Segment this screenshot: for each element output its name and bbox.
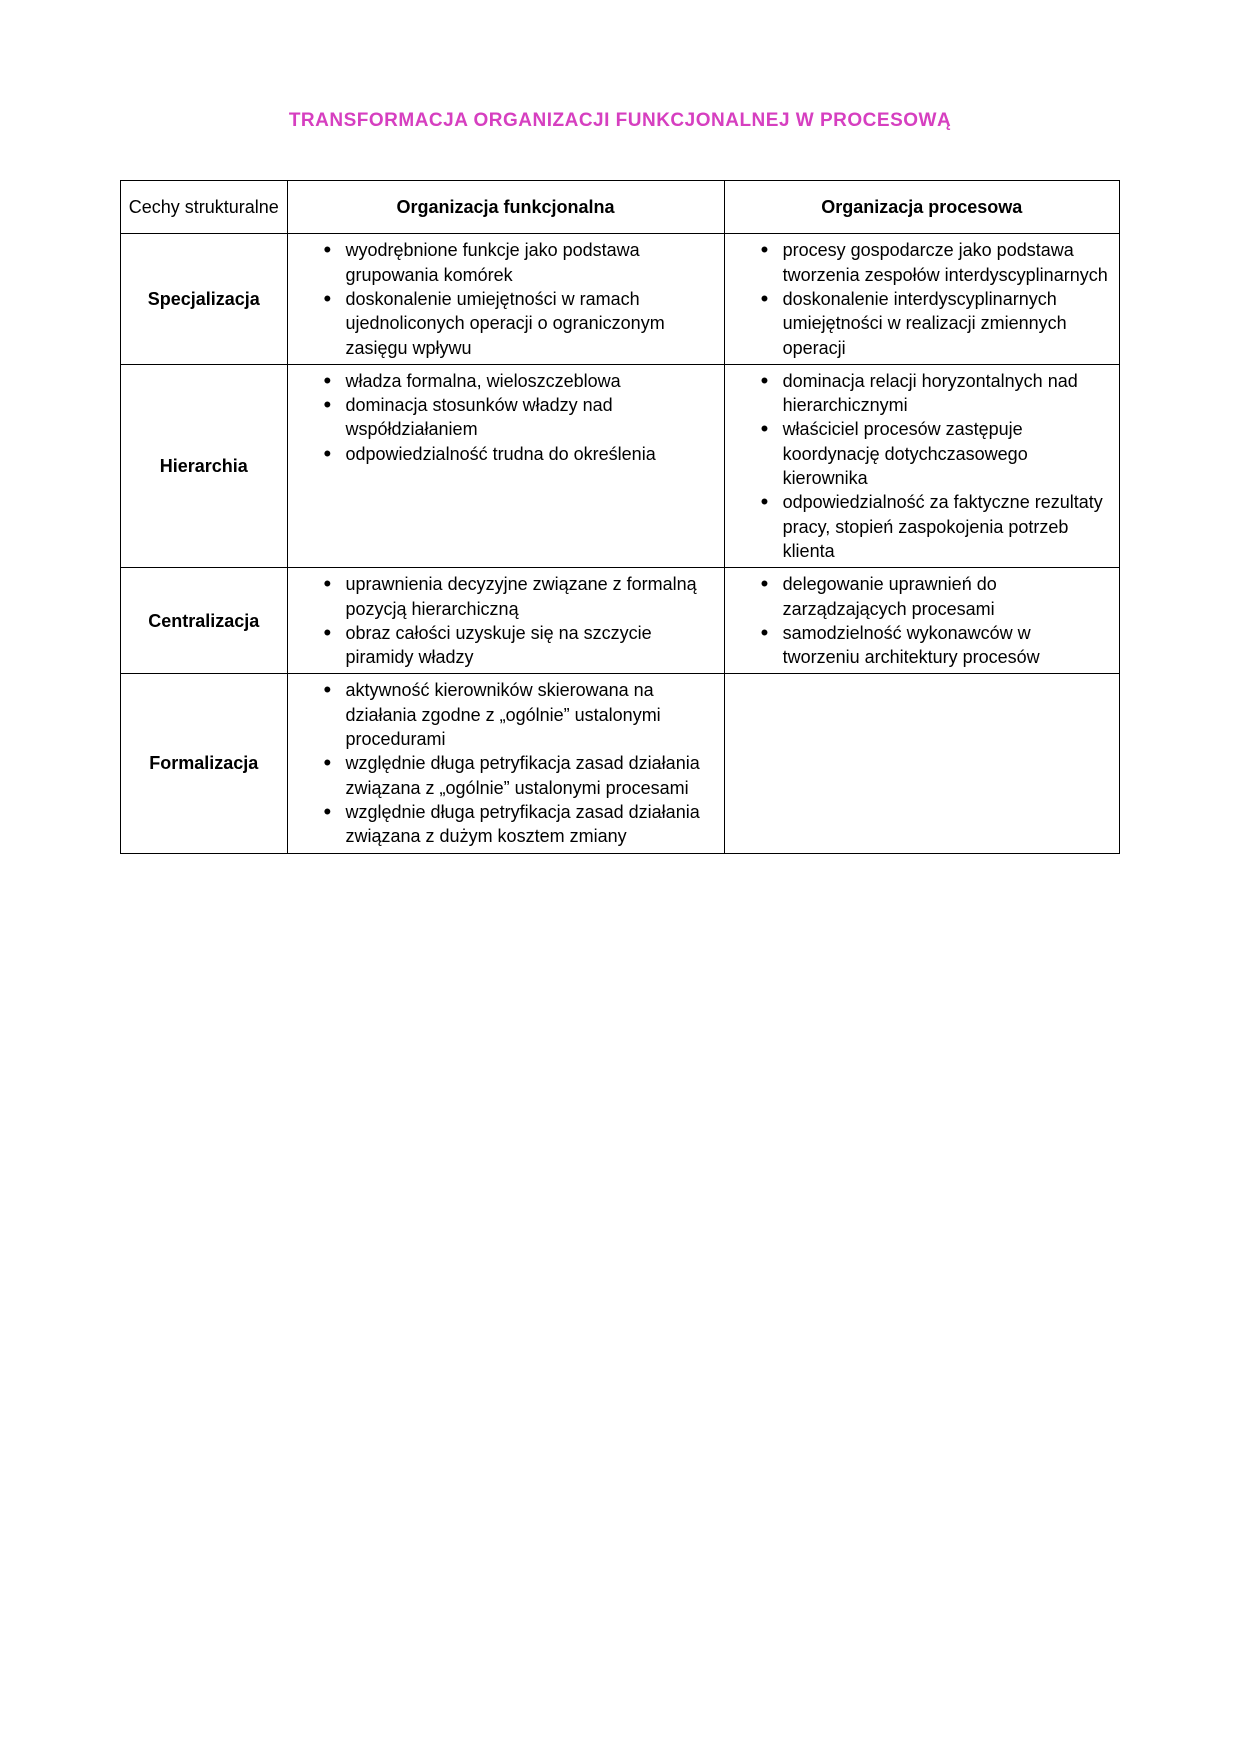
document-page: TRANSFORMACJA ORGANIZACJI FUNKCJONALNEJ … [0, 0, 1240, 854]
bullet-list: uprawnienia decyzyjne związane z formaln… [296, 572, 716, 669]
cell-process: procesy gospodarcze jako podstawa tworze… [724, 234, 1119, 364]
list-item: wyodrębnione funkcje jako podstawa grupo… [326, 238, 716, 287]
table-body: Specjalizacja wyodrębnione funkcje jako … [121, 234, 1120, 853]
bullet-list: władza formalna, wieloszczeblowa dominac… [296, 369, 716, 466]
column-header-functional: Organizacja funkcjonalna [287, 181, 724, 234]
document-title: TRANSFORMACJA ORGANIZACJI FUNKCJONALNEJ … [120, 110, 1120, 132]
table-header-row: Cechy strukturalne Organizacja funkcjona… [121, 181, 1120, 234]
cell-functional: uprawnienia decyzyjne związane z formaln… [287, 568, 724, 674]
column-header-process: Organizacja procesowa [724, 181, 1119, 234]
column-header-features: Cechy strukturalne [121, 181, 288, 234]
row-label: Hierarchia [121, 364, 288, 567]
comparison-table: Cechy strukturalne Organizacja funkcjona… [120, 180, 1120, 854]
cell-functional: władza formalna, wieloszczeblowa dominac… [287, 364, 724, 567]
list-item: procesy gospodarcze jako podstawa tworze… [763, 238, 1111, 287]
list-item: delegowanie uprawnień do zarządzających … [763, 572, 1111, 621]
cell-functional: wyodrębnione funkcje jako podstawa grupo… [287, 234, 724, 364]
list-item: doskonalenie interdyscyplinarnych umieję… [763, 287, 1111, 360]
list-item: odpowiedzialność trudna do określenia [326, 442, 716, 466]
list-item: dominacja stosunków władzy nad współdzia… [326, 393, 716, 442]
list-item: obraz całości uzyskuje się na szczycie p… [326, 621, 716, 670]
row-label: Formalizacja [121, 674, 288, 853]
list-item: odpowiedzialność za faktyczne rezultaty … [763, 490, 1111, 563]
list-item: aktywność kierowników skierowana na dzia… [326, 678, 716, 751]
row-label: Centralizacja [121, 568, 288, 674]
row-label: Specjalizacja [121, 234, 288, 364]
bullet-list: delegowanie uprawnień do zarządzających … [733, 572, 1111, 669]
cell-process: dominacja relacji horyzontalnych nad hie… [724, 364, 1119, 567]
list-item: właściciel procesów zastępuje koordynacj… [763, 417, 1111, 490]
bullet-list: wyodrębnione funkcje jako podstawa grupo… [296, 238, 716, 359]
table-row: Specjalizacja wyodrębnione funkcje jako … [121, 234, 1120, 364]
bullet-list: dominacja relacji horyzontalnych nad hie… [733, 369, 1111, 563]
cell-process [724, 674, 1119, 853]
table-row: Centralizacja uprawnienia decyzyjne zwią… [121, 568, 1120, 674]
list-item: doskonalenie umiejętności w ramach ujedn… [326, 287, 716, 360]
list-item: względnie długa petryfikacja zasad dział… [326, 800, 716, 849]
table-row: Hierarchia władza formalna, wieloszczebl… [121, 364, 1120, 567]
list-item: władza formalna, wieloszczeblowa [326, 369, 716, 393]
list-item: uprawnienia decyzyjne związane z formaln… [326, 572, 716, 621]
list-item: dominacja relacji horyzontalnych nad hie… [763, 369, 1111, 418]
bullet-list: aktywność kierowników skierowana na dzia… [296, 678, 716, 848]
list-item: samodzielność wykonawców w tworzeniu arc… [763, 621, 1111, 670]
bullet-list: procesy gospodarcze jako podstawa tworze… [733, 238, 1111, 359]
table-row: Formalizacja aktywność kierowników skier… [121, 674, 1120, 853]
cell-functional: aktywność kierowników skierowana na dzia… [287, 674, 724, 853]
list-item: względnie długa petryfikacja zasad dział… [326, 751, 716, 800]
cell-process: delegowanie uprawnień do zarządzających … [724, 568, 1119, 674]
